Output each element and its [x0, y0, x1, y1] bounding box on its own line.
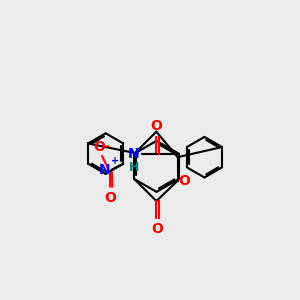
- Text: +: +: [112, 156, 120, 167]
- Text: H: H: [129, 161, 140, 174]
- Text: N: N: [128, 147, 140, 160]
- Text: N: N: [99, 163, 110, 177]
- Text: O: O: [104, 190, 116, 205]
- Text: O: O: [151, 222, 163, 236]
- Text: O: O: [178, 174, 190, 188]
- Text: -: -: [104, 140, 110, 153]
- Text: O: O: [151, 119, 162, 133]
- Text: O: O: [93, 140, 105, 154]
